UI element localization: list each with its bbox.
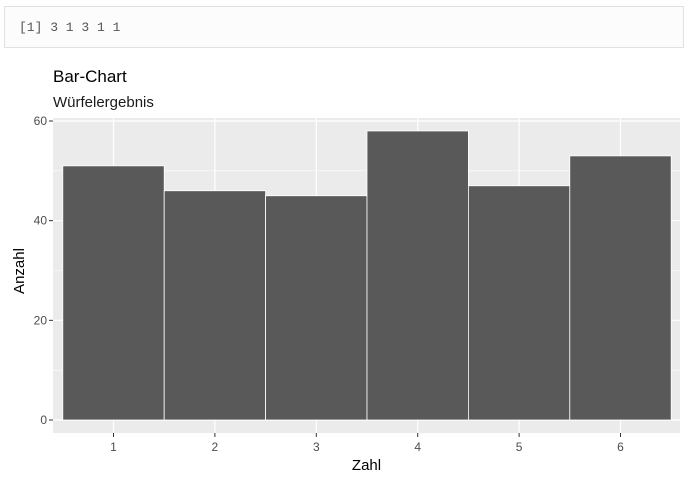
x-tick-label: 5 [516, 440, 523, 454]
chart-title: Bar-Chart [53, 67, 127, 86]
bar-4 [366, 130, 469, 421]
x-axis-title: Zahl [352, 457, 381, 474]
y-tick-label: 20 [34, 313, 48, 327]
bars [62, 130, 672, 421]
bar-3 [265, 195, 368, 421]
bar-1 [62, 165, 165, 421]
y-tick-label: 40 [34, 214, 48, 228]
bar-5 [467, 185, 571, 421]
y-axis-title: Anzahl [11, 248, 28, 294]
bar-2 [163, 190, 266, 421]
y-tick-label: 0 [40, 413, 47, 427]
axes: 0 20 40 60 1 2 3 4 5 6 [34, 114, 625, 454]
chart-subtitle: Würfelergebnis [53, 94, 154, 111]
bar-6 [569, 155, 672, 421]
console-output: [1] 3 1 3 1 1 [4, 6, 684, 48]
x-tick-label: 2 [212, 440, 219, 454]
x-tick-label: 3 [313, 440, 320, 454]
console-output-text: [1] 3 1 3 1 1 [19, 20, 121, 35]
y-tick-label: 60 [34, 114, 48, 128]
x-tick-label: 4 [414, 440, 421, 454]
x-tick-label: 6 [617, 440, 624, 454]
x-tick-label: 1 [110, 440, 117, 454]
